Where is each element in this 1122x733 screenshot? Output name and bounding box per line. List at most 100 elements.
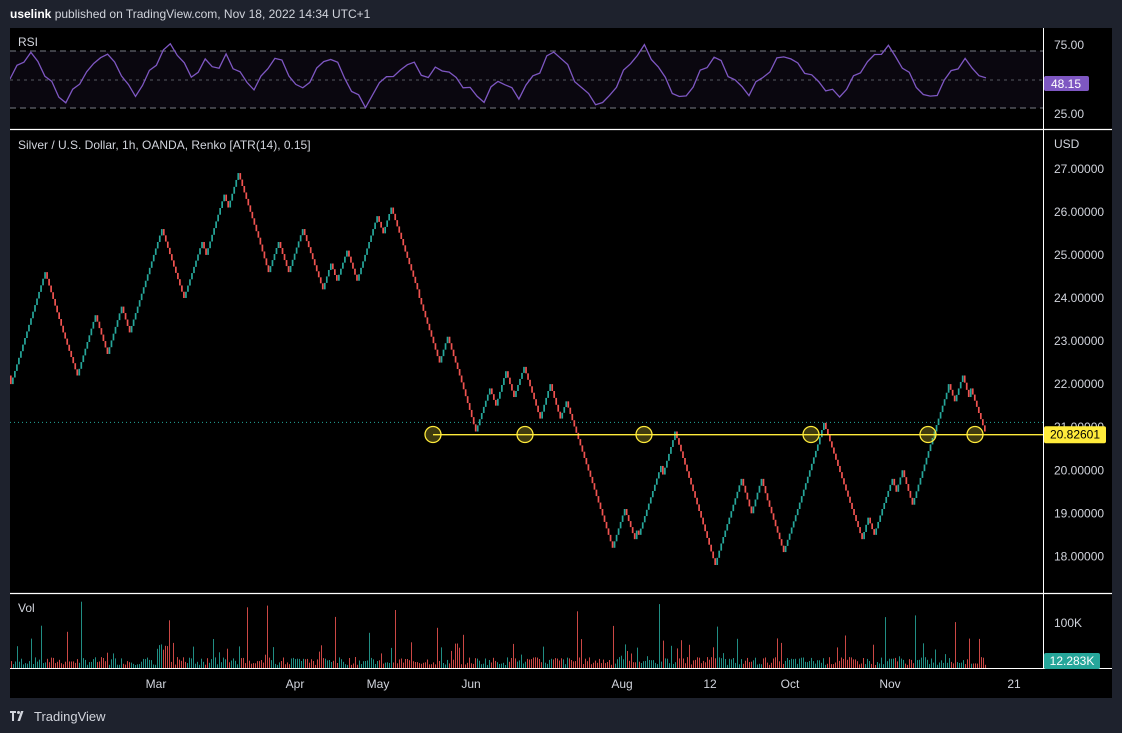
renko-brick [883,502,886,510]
volume-bar [119,664,120,668]
renko-brick [885,496,888,503]
volume-bar [163,649,164,668]
renko-brick [40,285,42,292]
renko-brick [750,506,753,514]
volume-bar [821,662,822,668]
volume-bar [903,659,904,668]
renko-brick [523,366,525,373]
renko-brick [60,319,63,326]
renko-brick [102,334,105,342]
renko-brick [708,537,710,545]
volume-bar [55,663,56,668]
volume-bar [621,655,622,668]
renko-brick [784,545,787,553]
volume-bar [533,657,534,668]
price-y-tick: 27.00000 [1054,162,1104,176]
volume-bar [707,657,708,668]
volume-bar [751,661,752,668]
volume-bar [373,659,374,668]
renko-brick [798,502,801,510]
renko-brick [209,241,211,249]
renko-brick [158,235,161,242]
volume-bar [981,657,982,668]
renko-brick [519,378,521,385]
renko-brick [112,333,115,341]
rsi-line[interactable] [10,42,987,110]
volume-bar [425,662,426,668]
volume-bar [907,664,908,668]
volume-current-badge[interactable] [1044,653,1100,669]
volume-bar [257,661,258,668]
volume-bar [291,658,292,668]
volume-bar [353,663,354,668]
renko-brick [166,241,169,248]
volume-bar [451,650,452,668]
volume-bar [619,657,620,668]
chart-frame[interactable]: RSI 75.00 25.00 48.15 Silver / U.S. Doll… [10,28,1112,698]
volume-bar [237,664,238,668]
price-y-tick: 26.00000 [1054,205,1104,219]
volume-bar [279,662,280,668]
renko-brick [877,521,880,529]
volume-bar [293,657,294,668]
renko-brick [587,464,590,471]
volume-bars[interactable] [11,601,986,668]
renko-brick [917,484,920,492]
volume-bar [43,663,44,668]
volume-bar [25,663,26,668]
renko-brick [219,208,221,215]
volume-bar [95,657,96,668]
price-y-tick: 23.00000 [1054,334,1104,348]
volume-bar [819,660,820,668]
volume-bar [985,664,986,668]
renko-chart[interactable]: RSI 75.00 25.00 48.15 Silver / U.S. Doll… [10,28,1112,698]
support-price-badge[interactable] [1044,426,1106,444]
renko-brick [110,340,113,348]
volume-bar [827,663,828,668]
volume-bar [599,658,600,668]
volume-bar [73,661,74,668]
renko-brick [684,457,686,465]
volume-bar [659,604,660,668]
renko-brick [577,432,580,440]
footer-brand[interactable]: TradingView [10,706,106,726]
renko-brick [223,194,226,202]
volume-bar [945,654,946,668]
price-y-axis: 27.00000 26.00000 25.00000 24.00000 23.00000… [1054,162,1104,564]
volume-bar [351,664,352,668]
renko-brick [515,391,517,398]
volume-bar [711,657,712,668]
renko-brick [426,317,429,324]
renko-brick [380,221,382,228]
renko-brick [484,400,487,407]
volume-bar [785,660,786,668]
rsi-current-badge[interactable] [1044,76,1089,91]
renko-brick [108,347,111,354]
renko-brick [551,384,554,391]
renko-brick [702,517,704,525]
volume-bar [141,661,142,668]
volume-bar [201,658,202,668]
renko-brick [261,244,264,252]
publisher-user[interactable]: uselink [10,7,52,21]
volume-bar [271,660,272,668]
volume-bar [395,610,396,668]
volume-bar [723,653,724,668]
renko-brick [305,235,308,242]
volume-bar [583,664,584,668]
renko-bricks[interactable] [10,173,986,566]
renko-brick [94,315,97,322]
renko-brick [346,250,348,257]
renko-brick [486,394,489,401]
volume-bar [441,647,442,668]
volume-bar [225,659,226,668]
renko-brick [420,297,423,305]
renko-brick [521,372,523,379]
renko-brick [344,256,346,263]
volume-bar [269,657,270,668]
renko-brick [277,241,280,249]
renko-brick [700,511,702,518]
renko-brick [412,270,415,277]
volume-bar [649,660,650,668]
volume-bar [433,662,434,668]
